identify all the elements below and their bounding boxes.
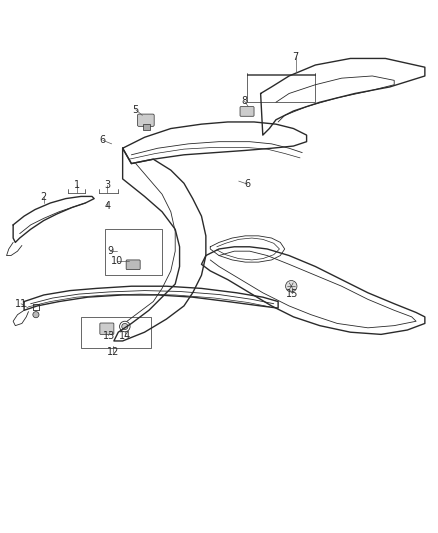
Text: 15: 15 (286, 289, 299, 298)
Text: 1: 1 (74, 181, 80, 190)
FancyBboxPatch shape (240, 107, 254, 116)
Ellipse shape (122, 324, 128, 329)
Text: 4: 4 (104, 201, 110, 211)
Text: 9: 9 (107, 246, 113, 256)
Text: 2: 2 (41, 192, 47, 203)
Text: 7: 7 (293, 52, 299, 62)
FancyBboxPatch shape (126, 260, 140, 270)
Bar (105, 229, 162, 275)
Text: 3: 3 (104, 181, 110, 190)
Text: 12: 12 (107, 347, 119, 357)
Text: 11: 11 (15, 298, 27, 309)
FancyBboxPatch shape (138, 114, 154, 126)
FancyBboxPatch shape (100, 323, 114, 334)
Text: 6: 6 (100, 135, 106, 146)
Text: 6: 6 (244, 179, 251, 189)
Circle shape (286, 280, 297, 292)
Text: 8: 8 (241, 96, 247, 106)
FancyBboxPatch shape (143, 124, 150, 130)
Circle shape (33, 312, 39, 318)
Text: 10: 10 (111, 256, 124, 266)
Bar (81, 317, 151, 348)
Text: 5: 5 (133, 104, 139, 115)
Text: 13: 13 (102, 330, 115, 341)
Bar (247, 74, 315, 102)
Text: 14: 14 (119, 330, 131, 341)
